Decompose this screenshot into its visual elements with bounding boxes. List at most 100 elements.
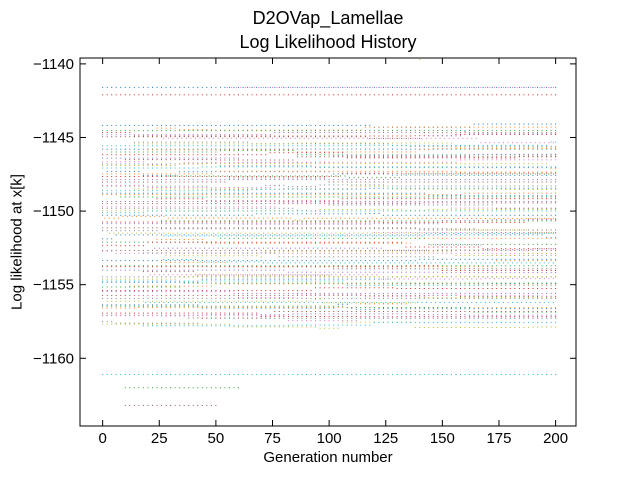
data-point xyxy=(142,157,144,159)
data-point xyxy=(405,156,407,158)
data-point xyxy=(450,167,452,169)
data-point xyxy=(174,210,176,212)
data-point xyxy=(480,232,482,234)
data-point xyxy=(437,194,439,196)
data-point xyxy=(142,190,144,192)
data-point xyxy=(464,214,466,216)
data-point xyxy=(546,232,548,234)
data-point xyxy=(541,208,543,210)
data-point xyxy=(423,166,425,168)
data-point xyxy=(142,185,144,187)
data-point xyxy=(269,148,271,150)
data-point xyxy=(337,192,339,194)
data-point xyxy=(496,201,498,202)
data-point xyxy=(410,188,412,190)
data-point xyxy=(346,130,348,132)
data-point xyxy=(532,159,534,161)
data-point xyxy=(414,234,416,236)
data-point xyxy=(301,202,303,204)
data-point xyxy=(412,137,414,139)
data-point xyxy=(541,195,543,197)
data-point xyxy=(278,223,280,225)
data-point xyxy=(269,152,271,154)
data-point xyxy=(315,154,316,156)
data-point xyxy=(537,181,538,183)
data-point xyxy=(120,201,122,202)
data-point xyxy=(355,142,357,144)
data-point xyxy=(195,232,196,234)
data-point xyxy=(527,201,529,202)
data-point xyxy=(518,220,520,222)
data-point xyxy=(432,198,434,200)
data-point xyxy=(401,142,403,144)
data-point xyxy=(265,166,267,168)
data-point xyxy=(224,190,226,192)
data-point xyxy=(206,223,208,225)
data-point xyxy=(183,136,185,138)
data-point xyxy=(287,161,289,163)
data-point xyxy=(292,196,294,198)
data-point xyxy=(496,171,498,173)
data-point xyxy=(396,135,398,137)
data-point xyxy=(428,181,430,183)
data-point xyxy=(278,132,280,133)
data-point xyxy=(387,203,389,205)
data-point xyxy=(450,214,452,216)
data-point xyxy=(229,190,230,192)
data-point xyxy=(392,174,393,176)
data-point xyxy=(521,229,523,231)
data-point xyxy=(156,181,158,183)
data-point xyxy=(489,232,491,234)
data-point xyxy=(405,155,407,157)
data-point xyxy=(292,130,294,132)
data-point xyxy=(546,208,548,209)
data-point xyxy=(124,165,126,166)
data-point xyxy=(373,223,375,225)
data-point xyxy=(487,198,489,200)
data-point xyxy=(346,201,348,202)
data-point xyxy=(265,206,267,208)
data-point xyxy=(346,198,348,200)
data-point xyxy=(514,130,516,132)
data-point xyxy=(142,214,144,216)
data-point xyxy=(371,217,373,219)
data-point xyxy=(283,202,285,204)
data-point xyxy=(287,221,289,223)
data-point xyxy=(441,202,443,204)
data-point xyxy=(450,142,452,144)
data-point xyxy=(333,200,335,202)
data-point xyxy=(301,148,303,150)
data-point xyxy=(328,184,330,186)
data-point xyxy=(541,134,543,135)
data-point xyxy=(464,185,466,187)
data-point xyxy=(446,220,448,222)
data-point xyxy=(471,173,473,175)
data-point xyxy=(235,175,237,177)
data-point xyxy=(319,213,321,215)
data-point xyxy=(147,151,149,153)
data-point xyxy=(215,124,217,126)
data-point xyxy=(231,175,233,177)
data-point xyxy=(296,130,298,132)
data-point xyxy=(505,130,507,132)
data-point xyxy=(165,157,167,159)
data-point xyxy=(147,206,149,208)
data-point xyxy=(229,166,230,168)
data-point xyxy=(156,187,158,189)
data-point xyxy=(165,210,167,212)
data-point xyxy=(161,176,162,177)
data-point xyxy=(460,171,461,173)
data-point xyxy=(120,157,122,159)
data-point xyxy=(455,232,457,233)
data-point xyxy=(283,132,285,133)
data-point xyxy=(120,181,122,183)
data-point xyxy=(260,159,262,161)
data-point xyxy=(210,129,212,131)
data-point xyxy=(410,137,412,139)
data-point xyxy=(328,170,330,172)
data-point xyxy=(500,181,502,183)
data-point xyxy=(247,210,249,212)
data-point xyxy=(514,171,516,173)
data-point xyxy=(281,137,283,139)
data-point xyxy=(441,229,443,231)
